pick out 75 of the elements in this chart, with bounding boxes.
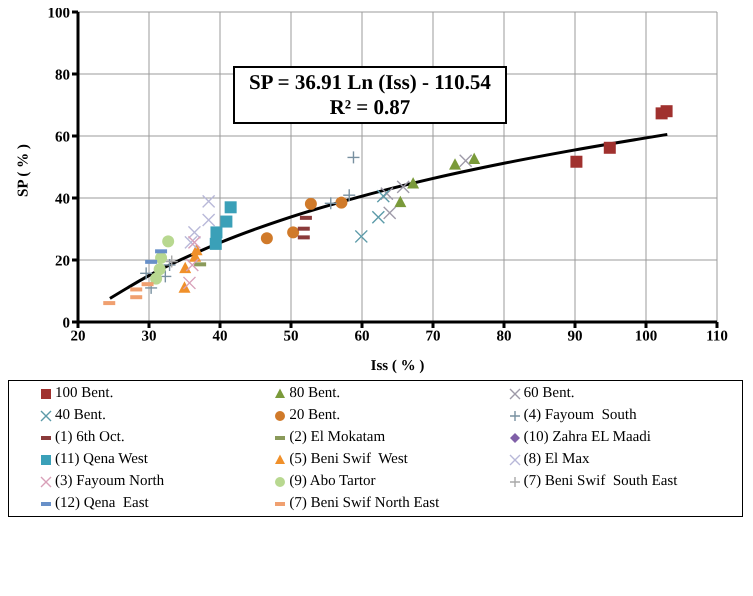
point <box>220 216 232 228</box>
x-tick-label: 60 <box>354 328 370 345</box>
point <box>188 236 202 250</box>
x-tick-label: 70 <box>426 328 440 345</box>
point <box>458 154 472 168</box>
legend-label: (2) El Mokatam <box>289 429 386 446</box>
point <box>604 142 616 154</box>
x-tick-label: 90 <box>568 328 582 345</box>
legend-label: 20 Bent. <box>289 407 340 424</box>
point <box>380 186 394 200</box>
point <box>202 194 216 208</box>
x-axis-title: Iss ( % ) <box>370 358 424 374</box>
point <box>324 196 338 210</box>
legend-label: (8) El Max <box>524 451 590 468</box>
y-axis-title: SP ( % ) <box>15 144 32 197</box>
point <box>407 177 420 189</box>
legend-label: 80 Bent. <box>289 385 340 402</box>
point <box>186 258 200 272</box>
point <box>342 188 356 202</box>
x-tick-label: 30 <box>142 328 156 345</box>
point <box>162 258 176 272</box>
y-tick-label: 40 <box>55 191 70 208</box>
legend-label: 100 Bent. <box>55 385 114 402</box>
point <box>335 196 348 209</box>
point <box>660 105 673 118</box>
point <box>468 152 480 164</box>
point <box>570 156 582 168</box>
legend-label: 60 Bent. <box>524 385 574 402</box>
point <box>139 266 153 280</box>
legend-label: (5) Beni Swif West <box>289 451 408 468</box>
point <box>449 158 462 170</box>
x-tick-label: 40 <box>212 328 228 345</box>
point <box>260 232 273 244</box>
point <box>210 226 222 238</box>
y-tick-label: 60 <box>55 129 70 146</box>
point <box>287 226 300 238</box>
line-series <box>108 132 669 300</box>
x-tick-label: 20 <box>70 328 86 345</box>
y-tick-label: 80 <box>55 67 70 84</box>
point <box>304 198 317 210</box>
point <box>396 180 410 194</box>
annotation: SP = 36.91 Ln (Iss) - 110.54 <box>249 70 491 95</box>
point <box>346 150 360 164</box>
point <box>184 236 198 250</box>
legend-label: (9) Abo Tartor <box>289 473 376 490</box>
annotation: R² = 0.87 <box>328 95 412 120</box>
point <box>154 263 166 276</box>
legend-label: (1) 6th Oct. <box>55 429 125 446</box>
point <box>182 276 196 290</box>
point <box>394 196 406 208</box>
point <box>188 226 202 240</box>
y-tick-label: 0 <box>62 315 70 332</box>
legend-label: 40 Bent. <box>55 407 106 424</box>
point <box>354 230 368 244</box>
point <box>376 189 390 203</box>
legend-label: (7) Beni Swif South East <box>524 473 678 490</box>
y-tick-label: 20 <box>55 253 70 270</box>
point <box>372 210 386 224</box>
legend-label: (4) Fayoum South <box>524 407 637 424</box>
point <box>224 201 237 214</box>
legend-label: (11) Qena West <box>55 451 148 468</box>
point <box>162 235 174 248</box>
point <box>210 238 222 250</box>
legend-label: (7) Beni Swif North East <box>289 495 440 512</box>
x-tick-label: 110 <box>706 328 728 345</box>
point <box>382 206 396 220</box>
x-tick-label: 80 <box>496 328 512 345</box>
x-tick-label: 50 <box>284 328 298 345</box>
legend-label: (3) Fayoum North <box>55 473 164 490</box>
point <box>150 272 162 285</box>
legend-label: (10) Zahra EL Maadi <box>524 429 651 446</box>
legend-label: (12) Qena East <box>55 495 149 512</box>
point <box>165 254 178 268</box>
x-tick-label: 100 <box>634 328 658 345</box>
point <box>202 213 216 227</box>
